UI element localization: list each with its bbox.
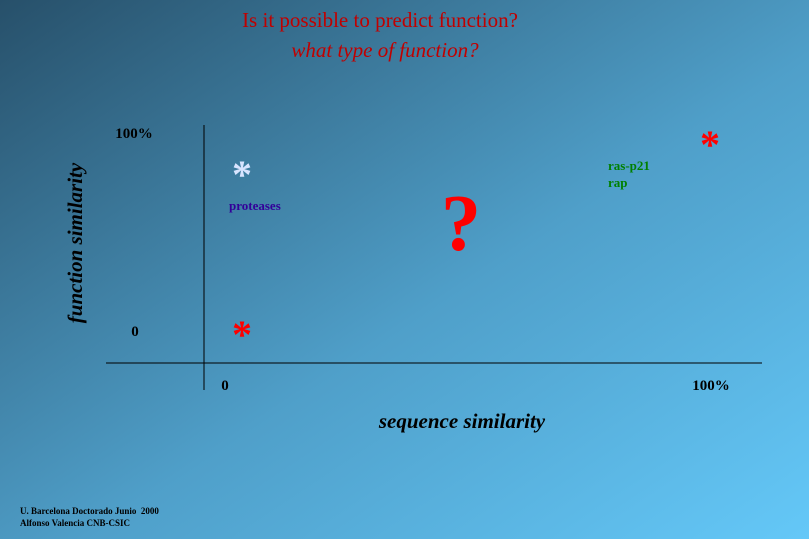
x-axis-label: sequence similarity (378, 409, 546, 433)
footer: Alfonso Valencia CNB-CSIC (20, 518, 130, 528)
x-tick-label: 100% (692, 378, 730, 394)
footer: U. Barcelona Doctorado Junio 2000 (20, 506, 159, 516)
point-symbol: * (700, 122, 720, 167)
y-tick-label: 0 (131, 324, 139, 340)
x-tick-label: 0 (221, 378, 229, 394)
subtitle: what type of function? (291, 38, 479, 62)
y-tick-label: 100% (115, 126, 153, 142)
point-label: ras-p21 (608, 158, 650, 173)
point-label: rap (608, 175, 628, 190)
y-axis-label: function similarity (63, 162, 87, 323)
point-symbol: * (232, 312, 252, 357)
point-symbol: * (232, 152, 252, 197)
point-label: proteases (229, 198, 281, 213)
question-mark: ? (441, 180, 481, 268)
title: Is it possible to predict function? (242, 8, 518, 32)
